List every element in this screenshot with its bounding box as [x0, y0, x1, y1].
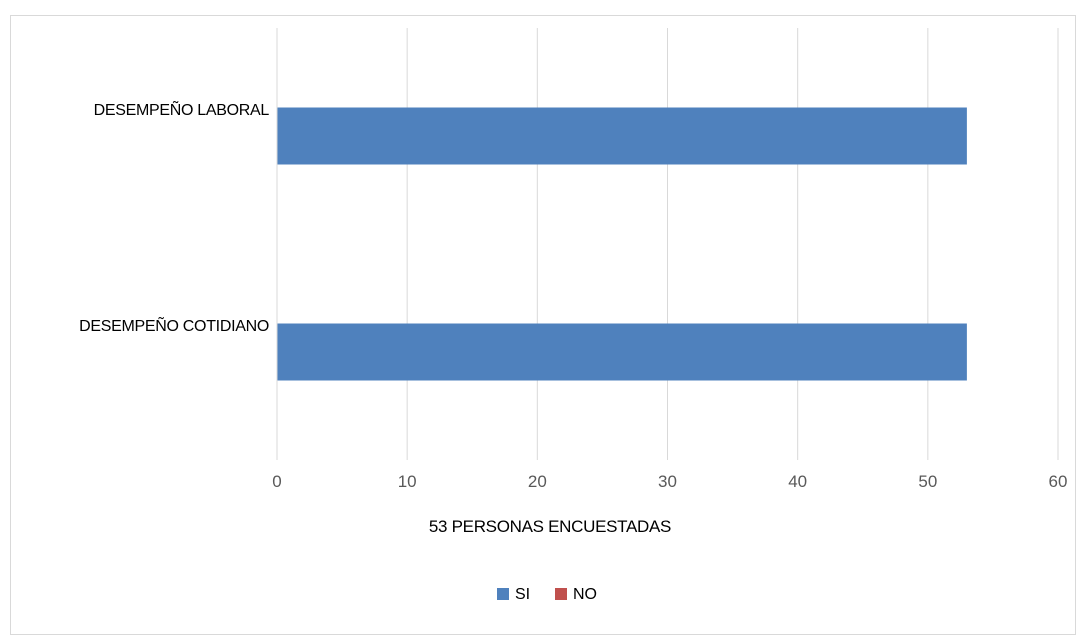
x-tick-label: 60 [1049, 472, 1068, 491]
y-tick-label: DESEMPEÑO COTIDIANO [79, 315, 269, 335]
legend-swatch-si [497, 588, 509, 600]
x-tick-label: 50 [918, 472, 937, 491]
legend-swatch-no [555, 588, 567, 600]
x-tick-labels: 0 10 20 30 40 50 60 [272, 472, 1067, 491]
x-tick-label: 20 [528, 472, 547, 491]
bars [277, 107, 967, 381]
x-tick-label: 10 [398, 472, 417, 491]
x-tick-label: 40 [788, 472, 807, 491]
bar-chart: 0 10 20 30 40 50 60 DESEMPEÑO LABORALDESEMPEÑO… [79, 28, 1067, 603]
y-tick-labels: DESEMPEÑO LABORAL DESEMPEÑO COTIDIANO [79, 99, 270, 335]
bar-si-2 [277, 323, 967, 381]
x-tick-label: 30 [658, 472, 677, 491]
legend-label-no: NO [573, 586, 597, 603]
bar-si-1 [277, 107, 967, 165]
legend-label-si: SI [515, 586, 530, 603]
x-axis-label: 53 PERSONAS ENCUESTADAS [429, 517, 671, 536]
legend: SI NO [497, 586, 597, 603]
gridlines [406, 28, 1059, 460]
y-tick-label: DESEMPEÑO LABORAL [94, 99, 270, 119]
x-tick-label: 0 [272, 472, 281, 491]
